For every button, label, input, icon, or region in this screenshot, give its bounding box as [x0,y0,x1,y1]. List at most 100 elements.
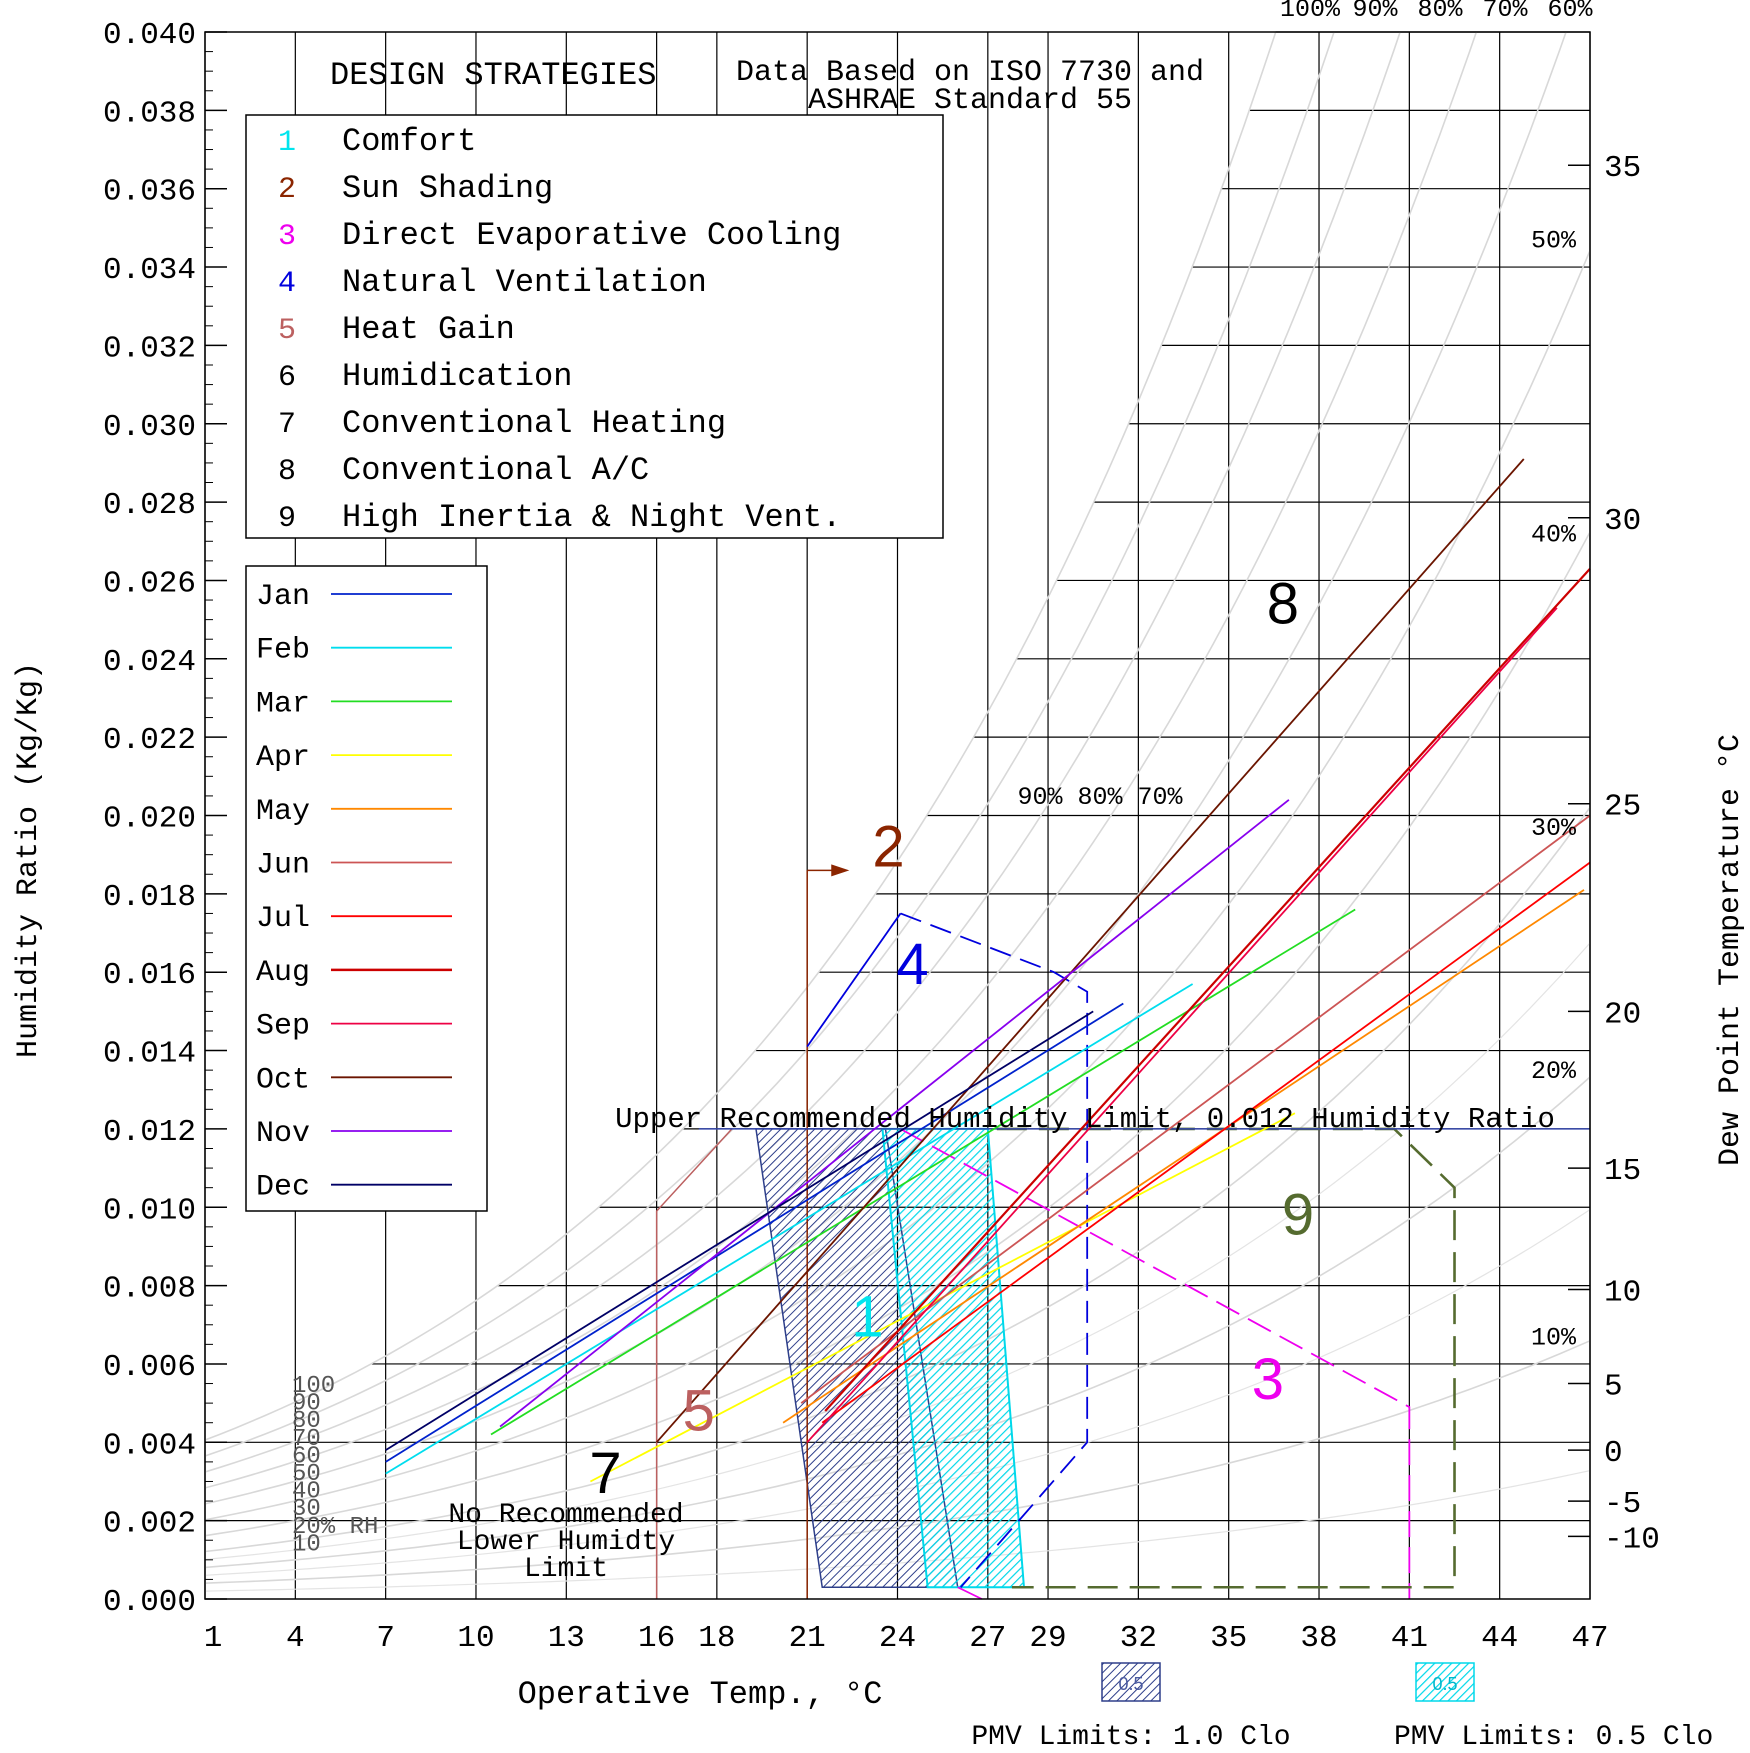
x-tick-label: 16 [638,1621,675,1656]
zone-number: 8 [1267,572,1299,637]
strategy-number: 7 [278,408,296,442]
series-jun [800,814,1591,1404]
no-lower-limit-label: Limit [524,1554,608,1585]
strategy-name: Natural Ventilation [342,264,707,301]
x-tick-label: 13 [548,1621,585,1656]
evap-cooling-dashed [900,1128,1411,1599]
y-tick-label: 0.026 [103,566,196,601]
rh-right-label: 40% [1531,520,1577,549]
strategy-name: Sun Shading [342,170,553,207]
strategy-number: 2 [278,173,296,207]
strategy-name: Conventional Heating [342,405,726,442]
dew-tick-label: 35 [1604,151,1641,186]
strategy-number: 6 [278,361,296,395]
x-tick-label: 27 [969,1621,1006,1656]
sun-shading-arrowhead [831,864,850,877]
month-legend-label: Mar [256,687,310,721]
monthly-series [385,458,1591,1483]
dew-tick-label: 15 [1604,1154,1641,1189]
series-aug [824,567,1591,1412]
rh-right-label: 10% [1531,1323,1577,1352]
y-tick-label: 0.010 [103,1193,196,1228]
rh-curve-100 [205,32,1277,1441]
zone-number: 1 [851,1285,883,1350]
strategy-number: 9 [278,502,296,536]
zone-number: 7 [589,1441,621,1506]
month-legend-label: Sep [256,1010,310,1044]
month-legend-label: May [256,795,310,829]
y-tick-label: 0.040 [103,18,196,53]
strategy-number: 1 [278,126,296,160]
zone-number: 9 [1282,1183,1314,1248]
rh-top-label: 90% [1352,0,1398,24]
series-oct [655,458,1525,1443]
x-tick-label: 29 [1029,1621,1066,1656]
x-tick-label: 1 [204,1621,223,1656]
y-tick-label: 0.020 [103,802,196,837]
rh-left-label: 50 [292,1461,321,1488]
x-tick-label: 21 [789,1621,826,1656]
pmv-0-5-label: PMV Limits: 0.5 Clo [1394,1722,1713,1753]
dew-tick-label: 30 [1604,504,1641,539]
rh-curve-70 [205,32,1478,1489]
rh-left-label: 60 [292,1443,321,1470]
rh-right-label: 20% [1531,1057,1577,1086]
y-axis-title: Humidity Ratio (Kg/Kg) [12,662,46,1058]
month-legend-label: Feb [256,634,310,668]
x-tick-label: 47 [1571,1621,1608,1656]
legend-subtitle: Data Based on ISO 7730 and [736,56,1204,90]
rh-curve-80 [205,32,1401,1473]
legend-title: DESIGN STRATEGIES [330,57,656,94]
month-legend-label: Jan [256,580,310,614]
zone-number: 2 [872,814,904,879]
y-tick-label: 0.032 [103,331,196,366]
dew-tick-label: 10 [1604,1276,1641,1311]
y-tick-label: 0.030 [103,410,196,445]
month-legend-label: Dec [256,1171,310,1205]
x-tick-label: 35 [1210,1621,1247,1656]
rh-top-label: 70% [1482,0,1528,24]
strategy-name: Comfort [342,123,476,160]
x-axis-title: Operative Temp., °C [518,1676,883,1713]
rh-left-label: 30 [292,1496,321,1523]
pmv-1-0-swatch-label: 0.5 [1118,1674,1143,1694]
pmv-0-5-swatch-label: 0.5 [1432,1674,1457,1694]
y-tick-label: 0.000 [103,1585,196,1620]
no-lower-limit-label: No Recommended [448,1500,683,1531]
dew-tick-label: 20 [1604,997,1641,1032]
rh-left-label: 90 [292,1391,321,1418]
rh-top-label: 80% [1417,0,1463,24]
series-may [782,889,1585,1424]
x-tick-label: 10 [457,1621,494,1656]
rh-right-label: 50% [1531,226,1577,255]
series-feb [385,983,1194,1475]
evap-cooling-foot [957,1586,983,1600]
rh-left-label: 70 [292,1426,321,1453]
x-tick-label: 41 [1391,1621,1428,1656]
dew-tick-label: 25 [1604,790,1641,825]
upper-limit-label: Upper Recommended Humidity Limit, 0.012 … [615,1103,1555,1136]
strategy-zones [655,864,1590,1600]
series-dec [385,1010,1094,1451]
y-tick-label: 0.036 [103,175,196,210]
rh-right-label: 30% [1531,814,1577,843]
zone-number: 4 [896,932,928,997]
month-legend-label: Jul [256,902,310,936]
rh-top-label: 60% [1547,0,1593,24]
rh-curve-90 [205,32,1335,1457]
x-tick-label: 38 [1300,1621,1337,1656]
y-tick-label: 0.016 [103,958,196,993]
legends: DESIGN STRATEGIES Data Based on ISO 7730 … [245,56,1204,1212]
month-legend-label: Oct [256,1063,310,1097]
pmv-0-5-swatch [1415,1662,1475,1702]
axes: 1 4 7 10 13 16 18 21 24 27 29 32 35 38 41 44 470.0000.00… [12,18,1748,1713]
rh-left-label: 80 [292,1408,321,1435]
month-legend-box [245,565,488,1212]
strategy-number: 4 [278,267,296,301]
strategy-name: Heat Gain [342,311,515,348]
rh-top-label: 100% [1280,0,1341,24]
series-mar [490,908,1356,1436]
y2-axis-title: Dew Point Temperature °C [1714,734,1748,1166]
rh-mid-label: 90% 80% 70% [1017,783,1183,812]
zone-number: 5 [683,1379,715,1444]
